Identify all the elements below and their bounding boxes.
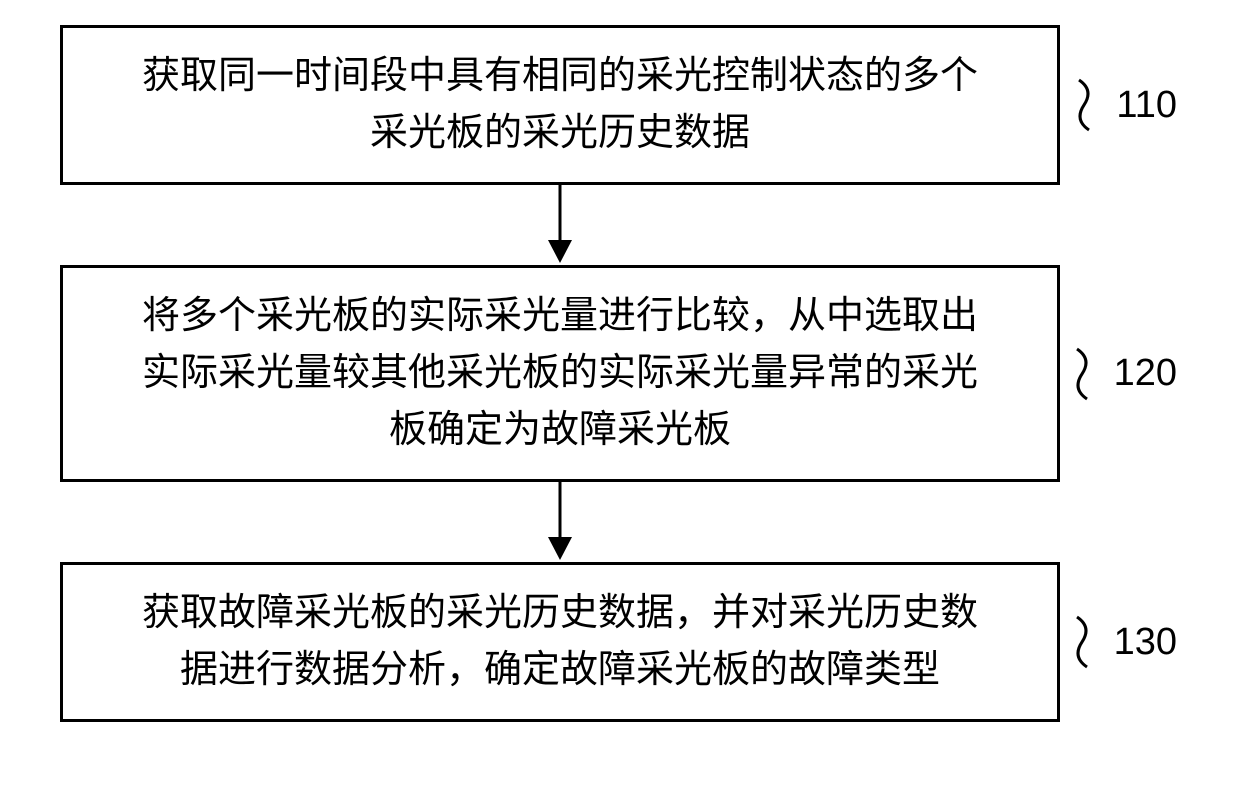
arrow-container — [60, 185, 1060, 265]
step-label: 120 — [1114, 352, 1177, 395]
text-line: 将多个采光板的实际采光量进行比较，从中选取出 — [142, 295, 978, 337]
step-text: 将多个采光板的实际采光量进行比较，从中选取出 实际采光量较其他采光板的实际采光量… — [142, 288, 978, 459]
arrow-down-icon — [540, 185, 580, 265]
wave-connector-icon — [1072, 344, 1112, 404]
flowchart-container: 获取同一时间段中具有相同的采光控制状态的多个 采光板的采光历史数据 110 将多… — [60, 25, 1180, 722]
arrow-down-icon — [540, 482, 580, 562]
text-line: 获取故障采光板的采光历史数据，并对采光历史数 — [142, 592, 978, 634]
text-line: 采光板的采光历史数据 — [370, 112, 750, 154]
text-line: 实际采光量较其他采光板的实际采光量异常的采光 — [142, 352, 978, 394]
text-line: 据进行数据分析，确定故障采光板的故障类型 — [180, 649, 940, 691]
step-label: 110 — [1116, 84, 1177, 127]
text-line: 板确定为故障采光板 — [389, 409, 731, 451]
step-label-wrapper: 130 — [1072, 612, 1177, 672]
step-text: 获取故障采光板的采光历史数据，并对采光历史数 据进行数据分析，确定故障采光板的故… — [142, 585, 978, 699]
step-label: 130 — [1114, 621, 1177, 664]
wave-connector-icon — [1074, 75, 1114, 135]
step-box-120: 将多个采光板的实际采光量进行比较，从中选取出 实际采光量较其他采光板的实际采光量… — [60, 265, 1060, 482]
step-box-110: 获取同一时间段中具有相同的采光控制状态的多个 采光板的采光历史数据 110 — [60, 25, 1060, 185]
text-line: 获取同一时间段中具有相同的采光控制状态的多个 — [142, 55, 978, 97]
wave-connector-icon — [1072, 612, 1112, 672]
step-text: 获取同一时间段中具有相同的采光控制状态的多个 采光板的采光历史数据 — [142, 48, 978, 162]
step-label-wrapper: 120 — [1072, 344, 1177, 404]
arrow-container — [60, 482, 1060, 562]
step-box-130: 获取故障采光板的采光历史数据，并对采光历史数 据进行数据分析，确定故障采光板的故… — [60, 562, 1060, 722]
step-label-wrapper: 110 — [1074, 75, 1177, 135]
